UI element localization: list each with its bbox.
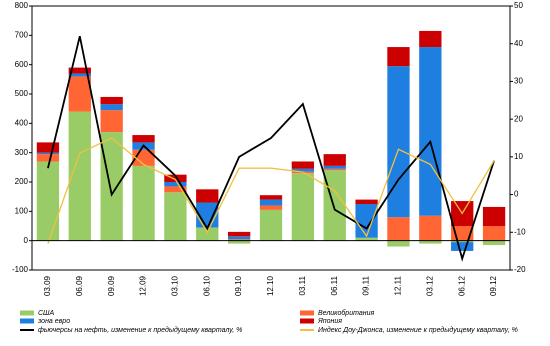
bar (227, 236, 251, 240)
bar (100, 96, 123, 105)
bar (419, 30, 442, 48)
bar (164, 192, 187, 241)
bar (132, 135, 155, 143)
legend-label: фьючерсы на нефть, изменение к предыдуще… (38, 326, 242, 334)
line (47, 137, 495, 244)
bar (387, 66, 410, 218)
legend-swatch (300, 318, 314, 324)
bar (132, 165, 155, 241)
y2-tick-label: 0 (514, 190, 519, 199)
legend-label: Япония (317, 318, 342, 325)
bar (291, 168, 315, 172)
bar (227, 231, 251, 237)
x-tick-label: 03.11 (298, 275, 307, 295)
plot-frame (31, 5, 511, 271)
x-tick-label: 06.11 (330, 275, 339, 295)
bar (323, 165, 346, 169)
y-tick-label: 0 (24, 236, 29, 245)
y-tick-label: 500 (15, 89, 29, 98)
y-tick-label: 300 (15, 148, 29, 157)
x-tick-label: 06.09 (75, 275, 84, 296)
bar (482, 226, 506, 241)
x-tick-label: 03.12 (425, 275, 434, 296)
bar (387, 217, 410, 241)
y-tick-label: -100 (12, 265, 29, 274)
bar (291, 161, 315, 169)
bar (36, 161, 60, 241)
x-tick-label: 12.11 (394, 275, 403, 295)
legend-swatch (300, 310, 314, 316)
bar (355, 204, 378, 238)
x-tick-label: 03.10 (171, 275, 180, 296)
legend-label: США (38, 310, 54, 317)
bar (355, 237, 378, 241)
bar (68, 111, 91, 241)
legend-swatch (20, 318, 34, 324)
y2-tick-label: 50 (514, 1, 523, 10)
bar (68, 73, 91, 77)
line (47, 35, 495, 262)
bar (196, 227, 219, 241)
y2-tick-label: 20 (514, 114, 523, 123)
y-tick-label: 800 (15, 1, 29, 10)
bar (68, 67, 91, 74)
bar (482, 206, 506, 226)
bar (36, 152, 60, 155)
y-tick-label: 200 (15, 177, 29, 186)
legend-swatch (20, 310, 34, 316)
bar (164, 186, 187, 193)
x-tick-label: 09.09 (107, 275, 116, 296)
bar (419, 47, 442, 216)
bar (100, 110, 123, 133)
bar (164, 174, 187, 182)
bar (259, 195, 283, 200)
bar (323, 154, 346, 166)
y2-tick-label: -10 (514, 227, 526, 236)
bar (259, 199, 283, 206)
bar (387, 47, 410, 67)
bar (68, 76, 91, 112)
y2-tick-label: 30 (514, 77, 523, 86)
x-tick-label: 09.11 (362, 275, 371, 295)
bar (36, 154, 60, 162)
y-tick-label: 400 (15, 118, 29, 127)
x-tick-label: 12.09 (139, 275, 148, 296)
bar (451, 242, 474, 251)
x-tick-label: 03.09 (43, 275, 52, 296)
y2-tick-label: -20 (514, 265, 526, 274)
bar (36, 142, 60, 153)
bar (259, 205, 283, 210)
legend-label: Индекс Доу-Джонса, изменение к предыдуще… (318, 326, 518, 334)
x-tick-label: 06.10 (202, 275, 211, 296)
bar (100, 132, 123, 241)
bar (419, 215, 442, 241)
bar (259, 209, 283, 241)
y-tick-label: 100 (15, 206, 29, 215)
bar (227, 240, 251, 244)
y2-tick-label: 40 (514, 39, 523, 48)
y-tick-label: 600 (15, 60, 29, 69)
bar (291, 173, 315, 241)
bar (451, 240, 474, 243)
bar (323, 168, 346, 171)
x-tick-label: 09.10 (234, 275, 243, 296)
legend-label: Великобритания (318, 309, 374, 317)
x-tick-label: 12.10 (266, 275, 275, 296)
bar (164, 182, 187, 187)
bar (196, 189, 219, 203)
x-tick-label: 06.12 (457, 275, 466, 296)
bar (227, 239, 251, 241)
legend-label: зона евро (37, 318, 70, 325)
bar (100, 104, 123, 111)
bar (387, 240, 410, 247)
bar (482, 240, 506, 246)
y-tick-label: 700 (15, 30, 29, 39)
y2-tick-label: 10 (514, 152, 523, 161)
bar (419, 240, 442, 244)
bar (355, 199, 378, 204)
x-tick-label: 09.12 (489, 275, 498, 296)
